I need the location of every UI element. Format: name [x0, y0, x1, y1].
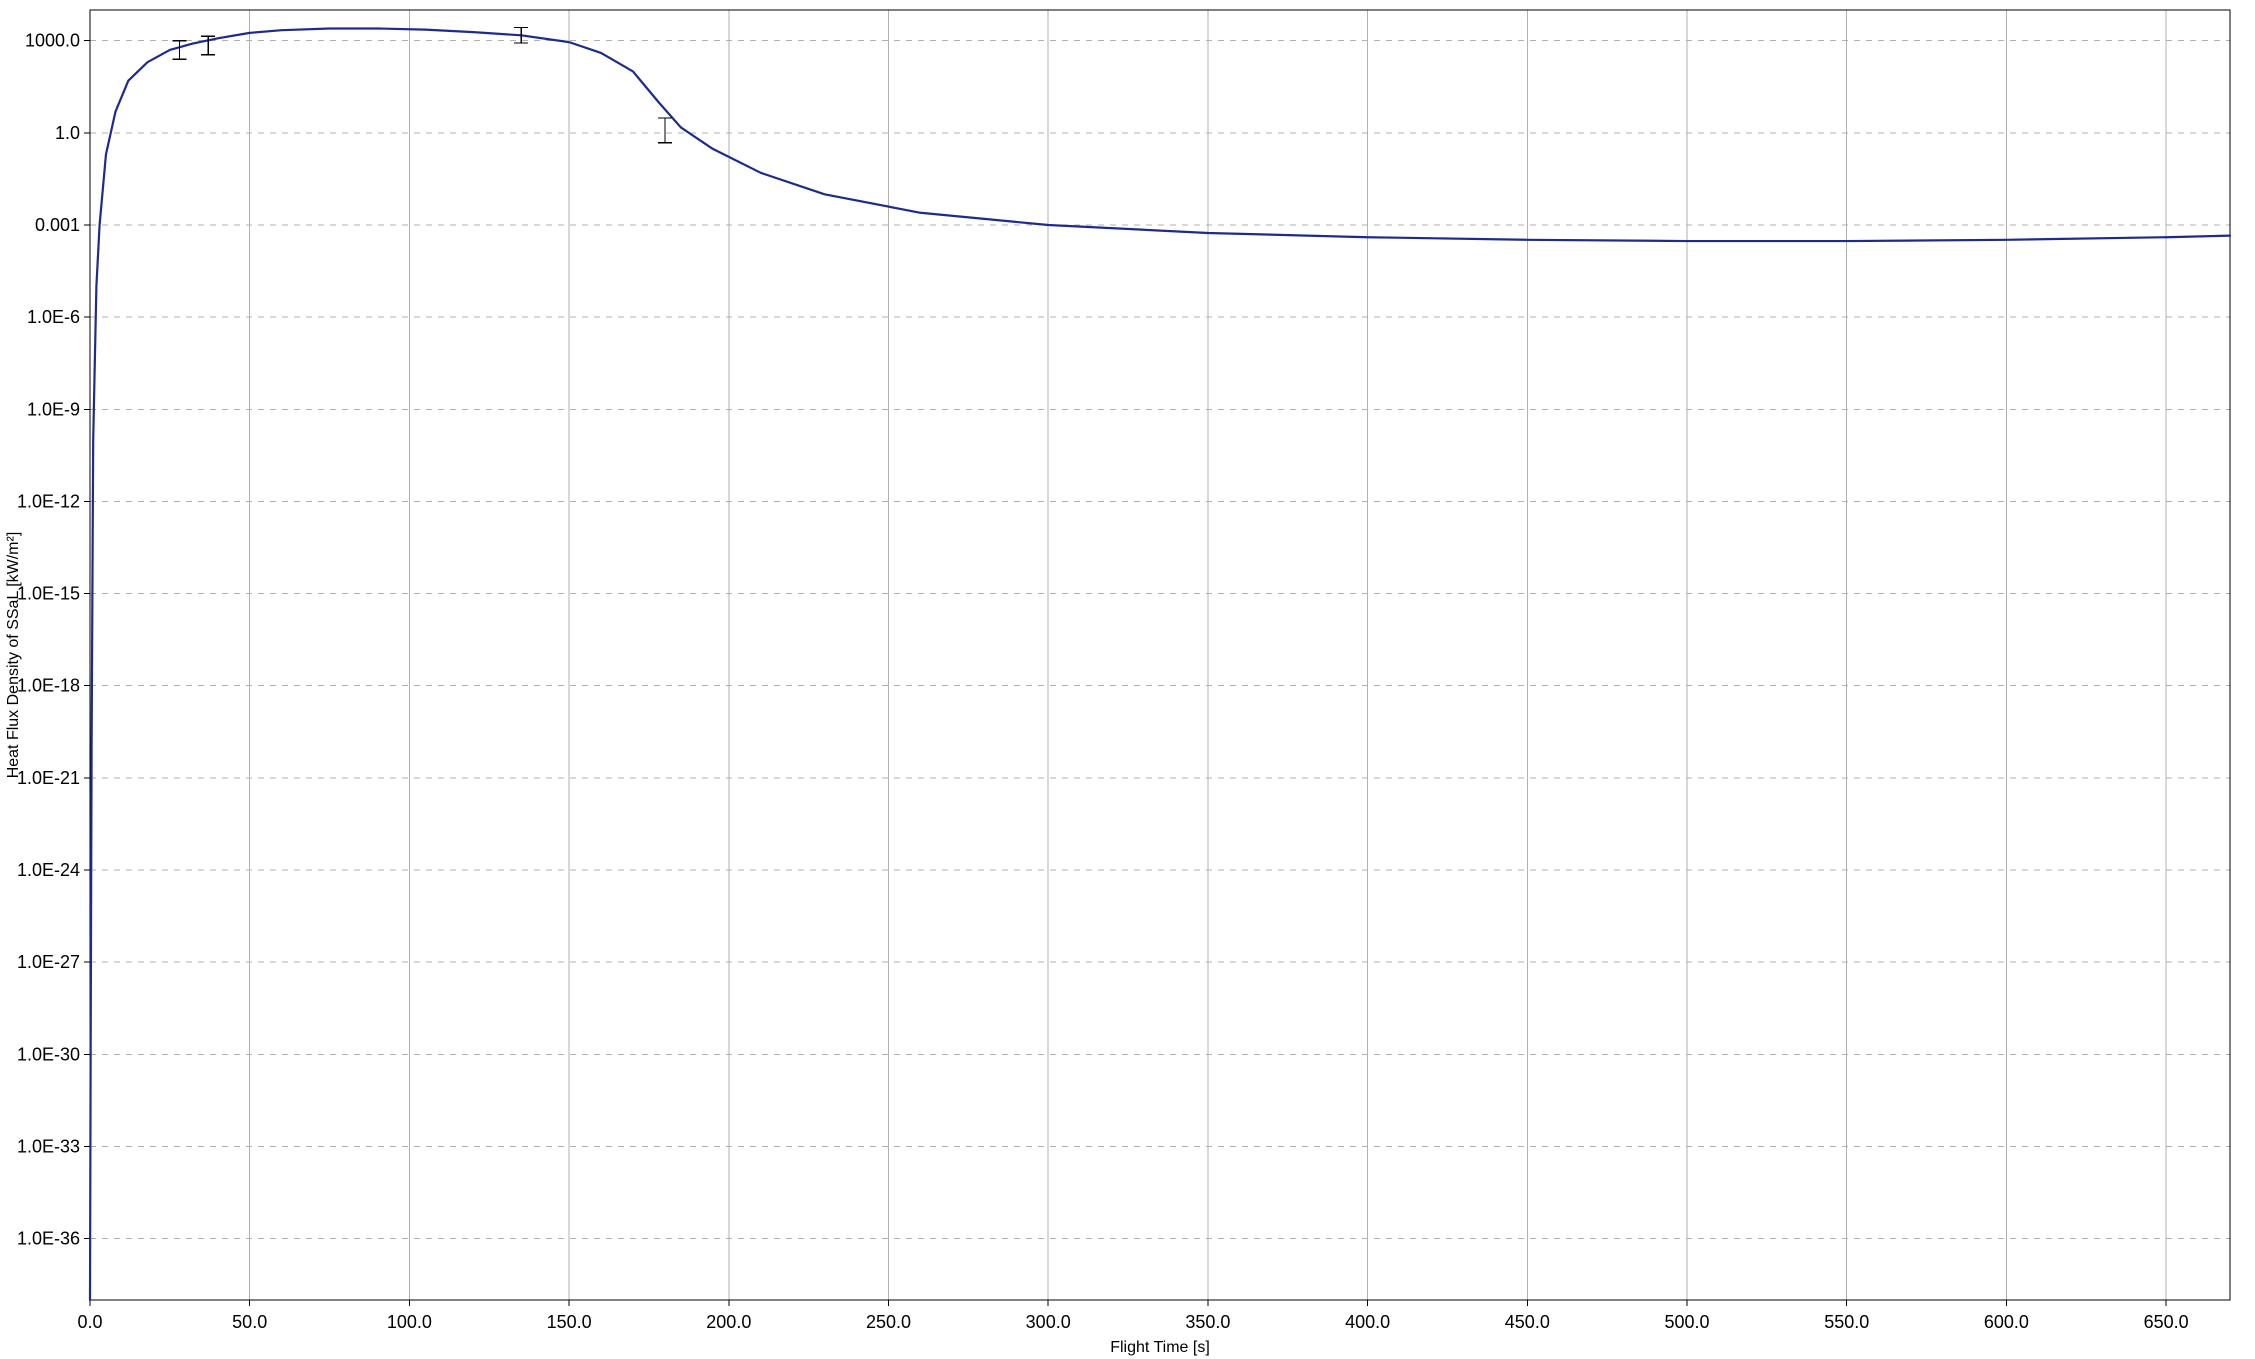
y-tick-label: 1.0 [55, 123, 80, 143]
x-tick-label: 650.0 [2144, 1312, 2189, 1332]
y-tick-label: 1000.0 [25, 31, 80, 51]
x-tick-label: 50.0 [232, 1312, 267, 1332]
y-tick-label: 1.0E-33 [17, 1136, 80, 1156]
y-tick-label: 1.0E-9 [27, 399, 80, 419]
x-tick-label: 350.0 [1185, 1312, 1230, 1332]
y-tick-label: 1.0E-36 [17, 1229, 80, 1249]
heat-flux-chart: 0.0 50.0 100.0 150.0 200.0 250.0 300.0 350.0 400… [0, 0, 2255, 1359]
x-tick-label: 500.0 [1664, 1312, 1709, 1332]
x-tick-label: 450.0 [1505, 1312, 1550, 1332]
y-tick-label: 1.0E-27 [17, 952, 80, 972]
x-tick-label: 0.0 [77, 1312, 102, 1332]
x-axis-title: Flight Time [s] [1110, 1339, 1210, 1356]
y-tick-label: 1.0E-18 [17, 676, 80, 696]
y-tick-label: 1.0E-12 [17, 491, 80, 511]
x-tick-label: 100.0 [387, 1312, 432, 1332]
x-tick-label: 400.0 [1345, 1312, 1390, 1332]
y-tick-label: 1.0E-6 [27, 307, 80, 327]
x-tick-label: 300.0 [1026, 1312, 1071, 1332]
x-tick-label: 200.0 [706, 1312, 751, 1332]
y-tick-label: 1.0E-21 [17, 768, 80, 788]
y-tick-label: 1.0E-24 [17, 860, 80, 880]
x-tick-label: 600.0 [1984, 1312, 2029, 1332]
y-tick-label: 0.001 [35, 215, 80, 235]
x-tick-label: 150.0 [547, 1312, 592, 1332]
y-axis-title: Heat Flux Density of SSaL [kW/m²] [5, 532, 22, 779]
x-tick-label: 550.0 [1824, 1312, 1869, 1332]
y-tick-label: 1.0E-30 [17, 1044, 80, 1064]
x-tick-label: 250.0 [866, 1312, 911, 1332]
y-tick-label: 1.0E-15 [17, 584, 80, 604]
chart-container: 0.0 50.0 100.0 150.0 200.0 250.0 300.0 350.0 400… [0, 0, 2255, 1359]
plot-area [90, 10, 2230, 1300]
